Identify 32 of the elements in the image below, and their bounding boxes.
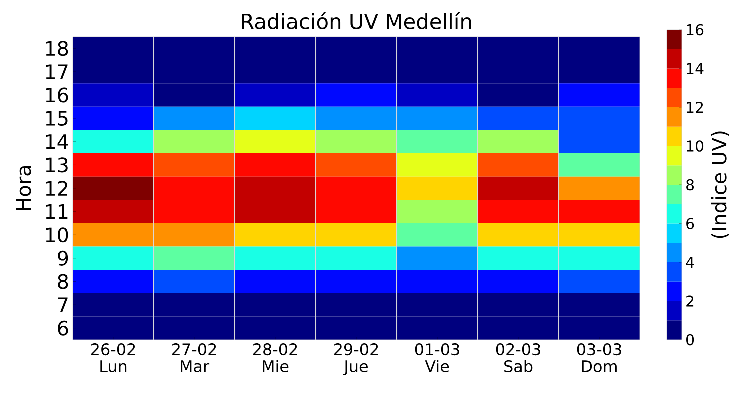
y-tick-label: 17 [46, 64, 68, 80]
x-tick-label: 28-02 Mie [254, 344, 298, 373]
y-tick-label: 10 [46, 228, 68, 243]
color-bar-label: 4 [686, 257, 694, 268]
color-bar-title: (Indice UV) [711, 132, 730, 238]
y-tick-label: 16 [46, 88, 68, 103]
color-bar-label: 14 [687, 63, 704, 74]
color-bar-label: 10 [687, 140, 704, 152]
x-tick-label: 02-03 Sab [496, 344, 540, 373]
y-tick-label: 11 [46, 204, 68, 220]
x-tick-label: 03-03 Dom [577, 344, 622, 373]
y-tick-label: 18 [46, 41, 68, 56]
y-tick-label: 15 [46, 111, 68, 126]
y-tick-label: 13 [46, 158, 68, 173]
color-bar-label: 8 [686, 179, 694, 191]
x-tick-label: 01-03 Vie [415, 344, 460, 373]
color-bar-label: 6 [686, 218, 694, 230]
y-tick-label: 9 [58, 250, 68, 266]
y-tick-label: 7 [58, 298, 68, 312]
color-bar-label: 16 [687, 24, 704, 36]
y-tick-label: 12 [46, 181, 68, 196]
x-tick-label: 26-02 Lun [92, 344, 136, 373]
color-bar-label: 0 [686, 334, 694, 346]
color-bar-label: 12 [687, 102, 704, 114]
y-tick-label: 8 [58, 274, 68, 290]
x-tick-label: 29-02 Jue [334, 344, 378, 376]
y-axis-title: Hora [16, 166, 32, 210]
y-tick-label: 14 [46, 134, 68, 150]
y-tick-label: 6 [58, 320, 68, 336]
chart-title: Radiación UV Medellín [242, 12, 472, 30]
x-tick-label: 27-02 Mar [172, 344, 216, 373]
color-bar-label: 2 [686, 296, 694, 307]
